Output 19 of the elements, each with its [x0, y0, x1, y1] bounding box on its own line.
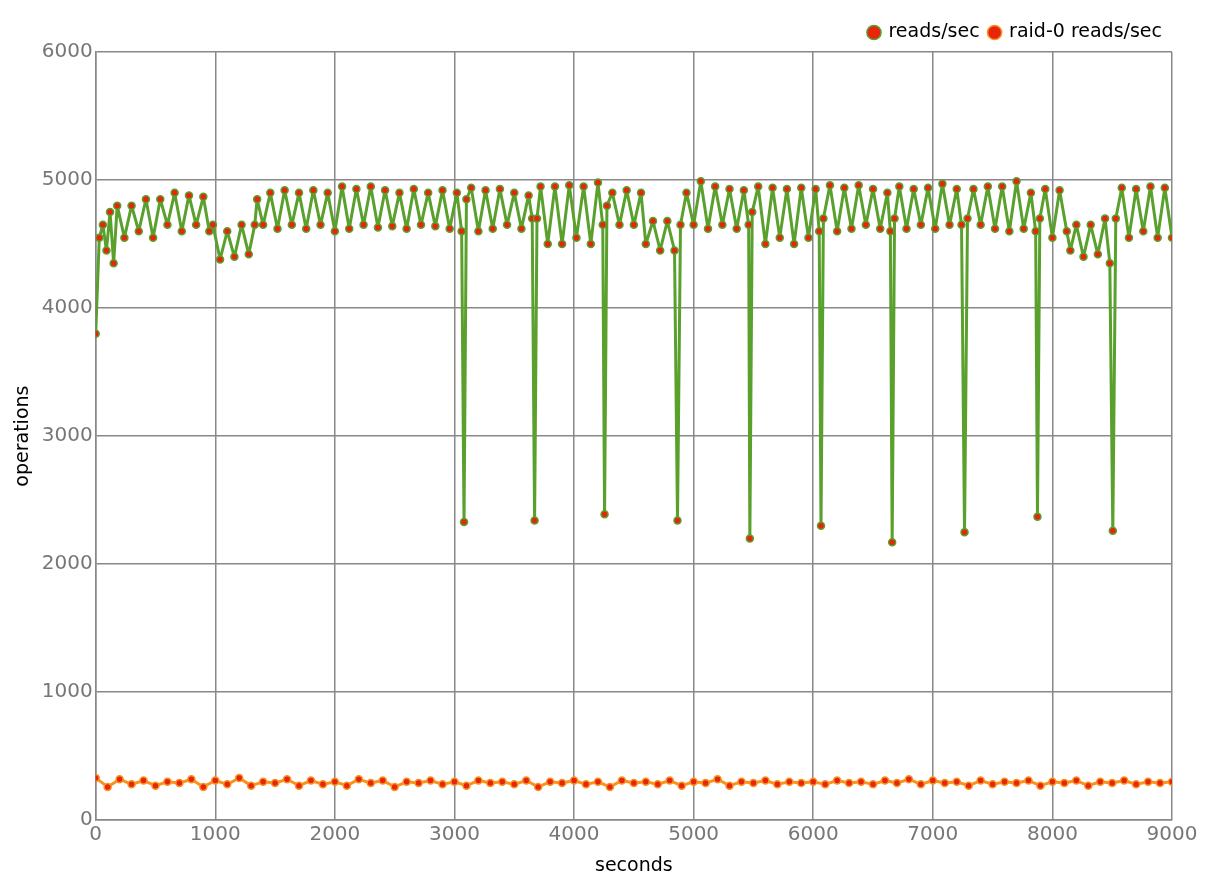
legend-label: raid-0 reads/sec — [1009, 19, 1163, 42]
legend-label: reads/sec — [888, 19, 980, 42]
x-axis-title: seconds — [595, 852, 673, 875]
x-tick-label: 3000 — [429, 821, 480, 846]
x-tick-label: 4000 — [548, 821, 600, 846]
y-tick-label: 1000 — [41, 678, 93, 703]
y-tick-label: 5000 — [41, 166, 93, 191]
y-tick-label: 4000 — [41, 294, 93, 319]
y-axis-title: operations — [10, 385, 33, 487]
y-tick-label: 6000 — [41, 38, 93, 63]
x-tick-label: 2000 — [309, 821, 361, 846]
x-tick-label: 1000 — [189, 821, 241, 846]
x-tick-label: 5000 — [668, 821, 720, 846]
x-tick-label: 6000 — [787, 821, 839, 846]
x-tick-label: 9000 — [1146, 821, 1198, 846]
y-tick-label: 2000 — [41, 550, 93, 575]
x-tick-label: 8000 — [1026, 821, 1078, 846]
x-tick-label: 7000 — [907, 821, 959, 846]
y-tick-label: 3000 — [41, 422, 93, 447]
